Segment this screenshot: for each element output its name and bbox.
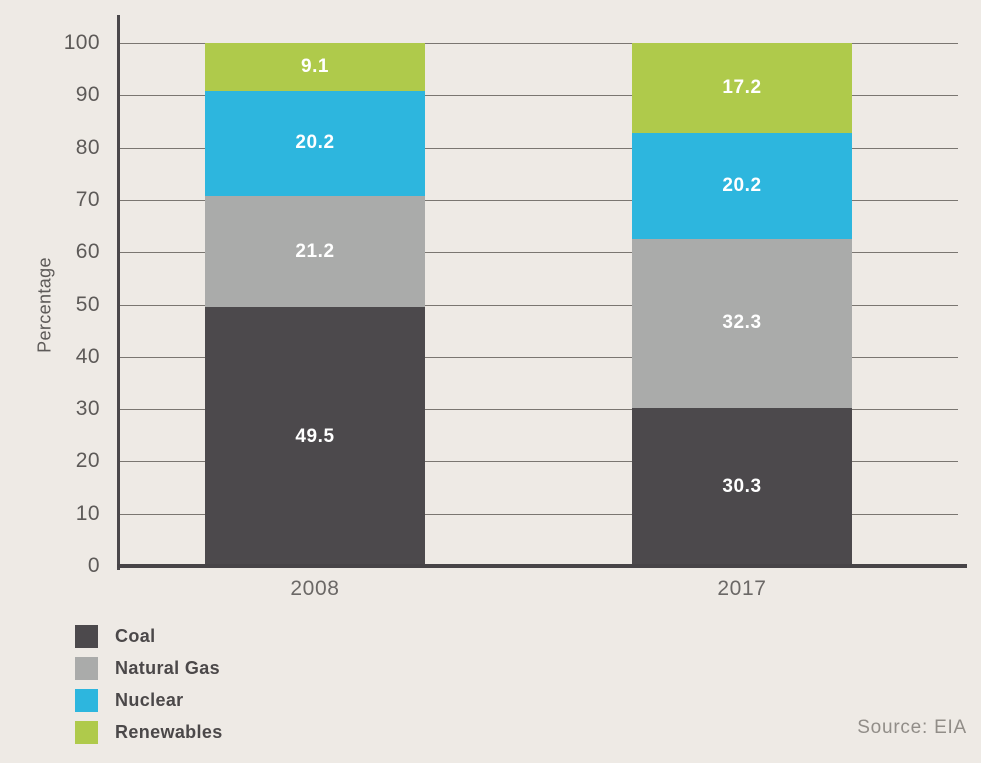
segment-value-label: 9.1 <box>300 55 330 77</box>
legend-swatch-coal <box>75 624 98 648</box>
y-tick-100: 100 <box>63 31 100 54</box>
segment-2017-renewables: 17.2 <box>632 43 852 133</box>
segment-2017-coal: 30.3 <box>632 407 852 566</box>
x-tick-2017: 2017 <box>717 577 767 600</box>
segment-2008-natural-gas: 21.2 <box>205 196 425 308</box>
y-tick-40: 40 <box>75 344 100 368</box>
gridline-100 <box>119 43 958 44</box>
gridline-70 <box>119 199 958 201</box>
x-axis-line <box>117 564 967 568</box>
gridline-20 <box>119 461 958 463</box>
legend-label-coal: Coal <box>115 625 156 646</box>
legend-swatch-renewables <box>75 720 98 744</box>
bar-2017: 30.3 32.3 20.2 17.2 <box>632 43 852 566</box>
y-tick-30: 30 <box>75 397 100 421</box>
legend-item-renewables: Renewables <box>75 716 223 748</box>
segment-value-label: 17.2 <box>722 76 762 98</box>
legend-label-renewables: Renewables <box>115 721 223 742</box>
gridline-80 <box>119 147 958 149</box>
segment-2017-natural-gas: 32.3 <box>632 238 852 408</box>
legend-item-nuclear: Nuclear <box>75 684 223 716</box>
segment-2008-coal: 49.5 <box>205 307 425 566</box>
y-tick-50: 50 <box>75 292 100 316</box>
y-tick-0: 0 <box>87 554 100 577</box>
gridline-40 <box>119 356 958 358</box>
segment-2008-renewables: 9.1 <box>205 43 425 91</box>
legend-item-natural-gas: Natural Gas <box>75 652 223 684</box>
y-axis-line <box>117 15 120 570</box>
bar-2008: 49.5 21.2 20.2 9.1 <box>205 43 425 566</box>
segment-value-label: 49.5 <box>295 425 335 447</box>
gridline-60 <box>119 252 958 254</box>
y-tick-10: 10 <box>75 501 100 525</box>
segment-2017-nuclear: 20.2 <box>632 132 852 239</box>
legend: Coal Natural Gas Nuclear Renewables <box>75 620 223 748</box>
source-note: Source: EIA <box>857 717 967 738</box>
gridline-30 <box>119 409 958 411</box>
gridline-90 <box>119 95 958 97</box>
y-tick-90: 90 <box>75 83 100 107</box>
segment-value-label: 20.2 <box>722 174 762 196</box>
segment-value-label: 20.2 <box>295 132 335 154</box>
y-tick-20: 20 <box>75 449 100 473</box>
legend-label-natural-gas: Natural Gas <box>115 657 220 678</box>
legend-label-nuclear: Nuclear <box>115 689 184 710</box>
legend-swatch-nuclear <box>75 688 98 712</box>
segment-value-label: 30.3 <box>722 475 762 497</box>
legend-item-coal: Coal <box>75 620 223 652</box>
legend-swatch-natural-gas <box>75 656 98 680</box>
segment-value-label: 32.3 <box>722 312 762 334</box>
x-tick-2008: 2008 <box>290 577 340 600</box>
gridline-50 <box>119 304 958 306</box>
segment-value-label: 21.2 <box>295 240 335 262</box>
y-tick-80: 80 <box>75 135 100 159</box>
gridline-10 <box>119 513 958 515</box>
y-tick-60: 60 <box>75 240 100 264</box>
segment-2008-nuclear: 20.2 <box>205 90 425 197</box>
y-tick-70: 70 <box>75 187 100 211</box>
